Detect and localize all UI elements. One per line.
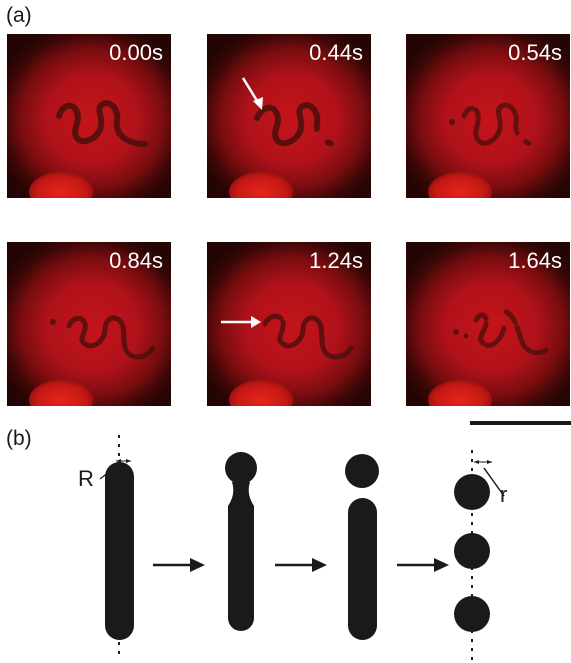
frame-timestamp: 1.64s	[508, 248, 562, 273]
droplet-blob	[229, 172, 293, 198]
scale-bar	[470, 421, 571, 425]
microscopy-frame-2: 0.44s	[207, 34, 371, 198]
microscopy-frame-5: 1.24s	[207, 242, 371, 406]
frame-timestamp: 0.54s	[508, 40, 562, 65]
right-arrow-icon	[275, 558, 327, 572]
cylinder-stage-3	[345, 454, 379, 640]
thread-shape	[241, 77, 348, 149]
cylinder-stage-2	[225, 452, 257, 631]
microscopy-frame-6: 1.64s	[406, 242, 570, 406]
thread-shape	[453, 309, 549, 356]
droplet-blob	[229, 380, 293, 406]
microscopy-frame-1: 0.00s	[7, 34, 171, 198]
microscopy-frame-4: 0.84s	[7, 242, 171, 406]
droplet-blob	[29, 172, 93, 198]
arrow-icon	[221, 316, 261, 328]
thread-shape	[449, 102, 547, 149]
right-arrow-icon	[153, 558, 205, 572]
radius-r-label: r	[500, 482, 508, 507]
radius-arrow-icon	[99, 459, 131, 480]
cylinder-stage-1	[99, 435, 134, 660]
arrow-icon	[241, 77, 263, 110]
panel-b-label: (b)	[6, 427, 32, 450]
thread-shape	[221, 313, 354, 360]
droplet-blob	[428, 172, 492, 198]
thread-shape	[56, 100, 148, 147]
frame-timestamp: 0.84s	[109, 248, 163, 273]
droplet-blob	[29, 380, 93, 406]
radius-R-label: R	[78, 466, 94, 491]
panel-a-label: (a)	[6, 4, 32, 27]
frame-timestamp: 0.44s	[309, 40, 363, 65]
microscopy-frame-3: 0.54s	[406, 34, 570, 198]
radius-arrow-icon	[474, 460, 505, 497]
frame-timestamp: 0.00s	[109, 40, 163, 65]
droplet-blob	[428, 380, 492, 406]
thread-shape	[50, 315, 156, 360]
droplet-chain	[454, 450, 505, 660]
frame-timestamp: 1.24s	[309, 248, 363, 273]
right-arrow-icon	[397, 558, 449, 572]
breakup-schematic	[99, 435, 505, 660]
